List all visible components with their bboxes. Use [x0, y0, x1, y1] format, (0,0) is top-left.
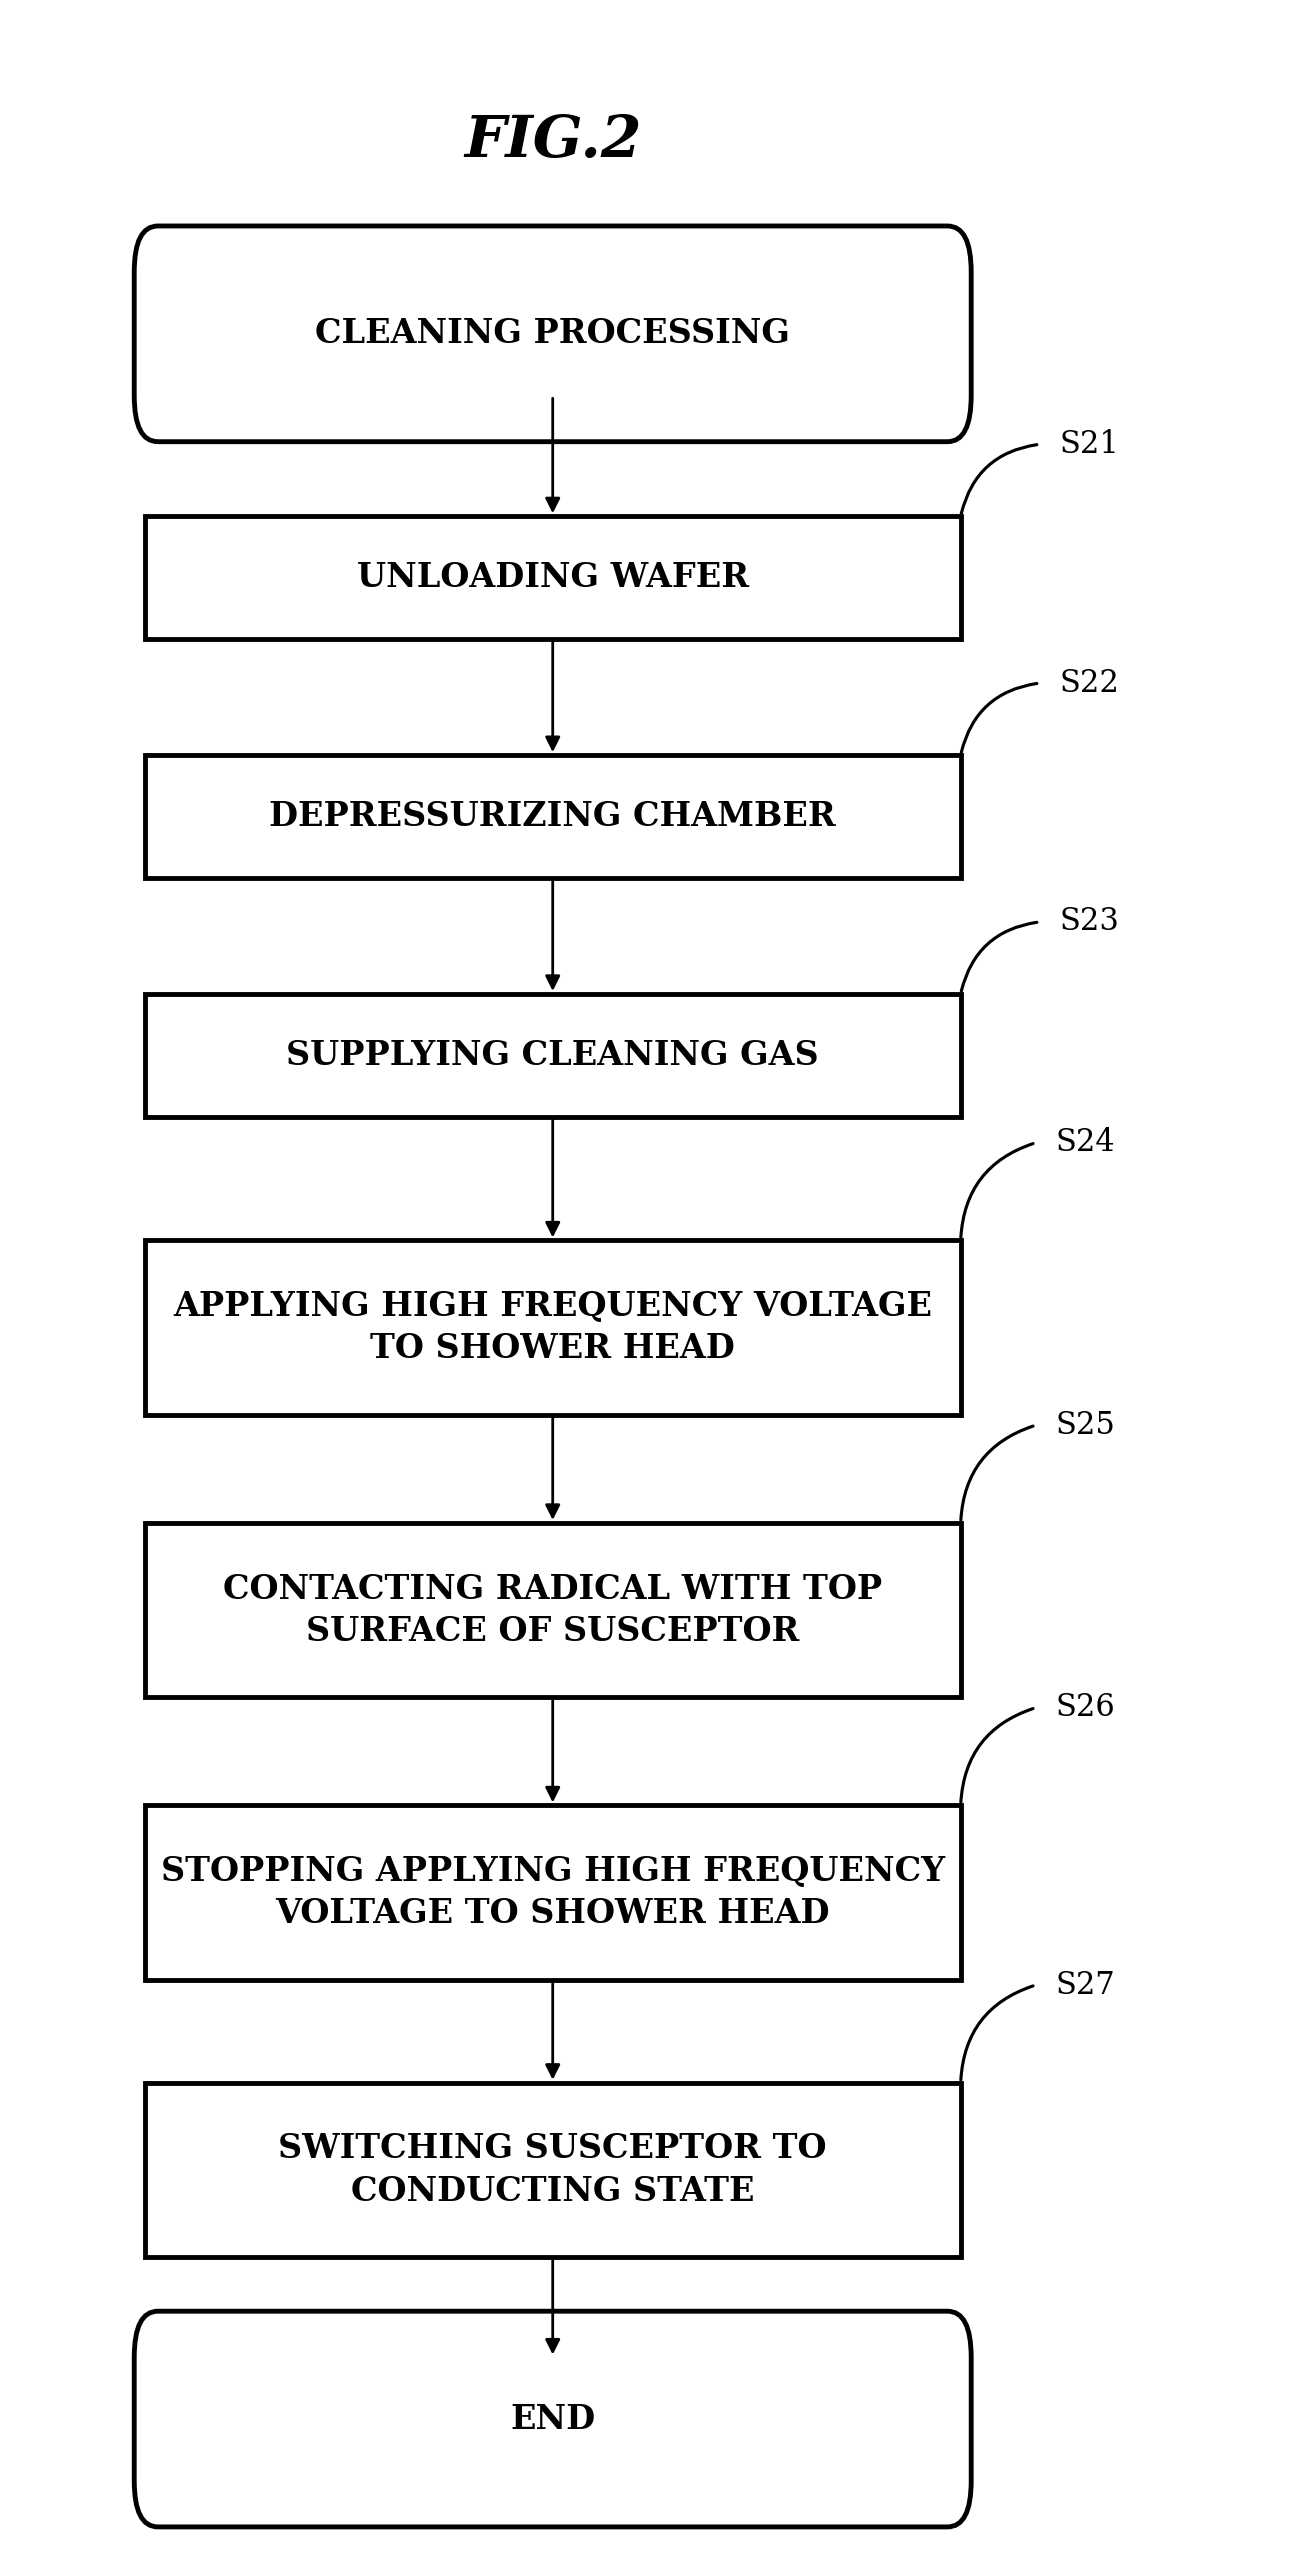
Bar — [145, 755, 961, 878]
Text: FIG.2: FIG.2 — [465, 113, 641, 169]
FancyBboxPatch shape — [134, 2311, 971, 2527]
Text: S23: S23 — [1059, 907, 1119, 937]
Text: S27: S27 — [1055, 1970, 1115, 2000]
Text: CONTACTING RADICAL WITH TOP
SURFACE OF SUSCEPTOR: CONTACTING RADICAL WITH TOP SURFACE OF S… — [224, 1572, 882, 1649]
Bar — [145, 1523, 961, 1697]
FancyBboxPatch shape — [134, 226, 971, 442]
Text: SWITCHING SUSCEPTOR TO
CONDUCTING STATE: SWITCHING SUSCEPTOR TO CONDUCTING STATE — [279, 2131, 826, 2208]
Text: DEPRESSURIZING CHAMBER: DEPRESSURIZING CHAMBER — [270, 801, 836, 832]
Bar — [145, 2083, 961, 2257]
Text: S25: S25 — [1055, 1410, 1115, 1441]
Bar — [145, 994, 961, 1117]
Text: APPLYING HIGH FREQUENCY VOLTAGE
TO SHOWER HEAD: APPLYING HIGH FREQUENCY VOLTAGE TO SHOWE… — [174, 1289, 932, 1366]
Text: S26: S26 — [1055, 1692, 1115, 1723]
Text: UNLOADING WAFER: UNLOADING WAFER — [357, 562, 749, 593]
Text: CLEANING PROCESSING: CLEANING PROCESSING — [316, 318, 790, 349]
Bar — [145, 1240, 961, 1415]
Bar — [145, 1805, 961, 1980]
Text: S24: S24 — [1055, 1127, 1115, 1158]
Text: S21: S21 — [1059, 429, 1119, 460]
Text: STOPPING APPLYING HIGH FREQUENCY
VOLTAGE TO SHOWER HEAD: STOPPING APPLYING HIGH FREQUENCY VOLTAGE… — [161, 1854, 945, 1931]
Bar — [145, 516, 961, 639]
Text: S22: S22 — [1059, 668, 1119, 698]
Text: SUPPLYING CLEANING GAS: SUPPLYING CLEANING GAS — [287, 1040, 819, 1071]
Text: END: END — [511, 2404, 595, 2434]
